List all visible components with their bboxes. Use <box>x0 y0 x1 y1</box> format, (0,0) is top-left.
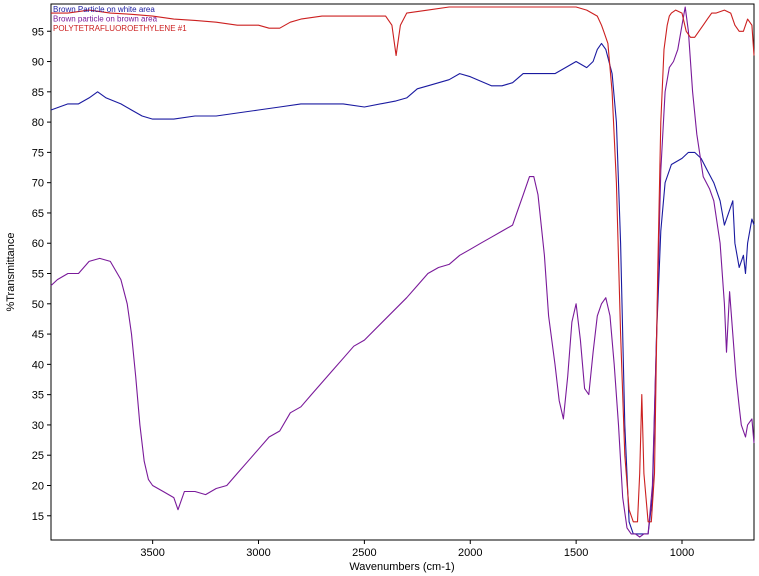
x-axis-ticks: 3500 3000 2500 2000 1500 1000 <box>140 540 694 559</box>
x-tick-label: 3000 <box>246 547 270 559</box>
y-tick-label: 85 <box>32 87 44 99</box>
plot-area <box>50 3 755 541</box>
y-tick-label: 20 <box>32 480 44 492</box>
series-line-1 <box>50 42 755 535</box>
y-tick-label: 25 <box>32 450 44 462</box>
y-tick-label: 75 <box>32 147 44 159</box>
y-axis-title: %Transmittance <box>5 232 17 311</box>
y-tick-label: 95 <box>32 26 44 38</box>
legend-entry-2: Brown particle on brown area <box>53 15 158 24</box>
series-line-2 <box>50 6 755 538</box>
legend-entry-1: Brown Particle on white area <box>53 5 155 14</box>
series-line-3 <box>51 6 755 523</box>
x-tick-label: 2500 <box>352 547 376 559</box>
y-tick-label: 70 <box>32 178 44 190</box>
y-tick-label: 65 <box>32 208 44 220</box>
x-tick-label: 1500 <box>564 547 588 559</box>
y-tick-label: 45 <box>32 329 44 341</box>
y-tick-label: 40 <box>32 359 44 371</box>
y-tick-label: 60 <box>32 238 44 250</box>
y-axis-ticks: 15 20 25 30 35 40 45 50 55 60 65 70 75 80 85 90 95 <box>32 26 51 523</box>
y-tick-label: 15 <box>32 511 44 523</box>
x-axis-title: Wavenumbers (cm-1) <box>349 561 454 573</box>
y-tick-label: 30 <box>32 420 44 432</box>
y-tick-label: 50 <box>32 299 44 311</box>
x-tick-label: 3500 <box>140 547 164 559</box>
spectrum-series <box>50 6 755 538</box>
y-tick-label: 90 <box>32 57 44 69</box>
x-tick-label: 2000 <box>458 547 482 559</box>
y-tick-label: 55 <box>32 269 44 281</box>
x-tick-label: 1000 <box>670 547 694 559</box>
y-tick-label: 35 <box>32 390 44 402</box>
legend-entry-3: POLYTETRAFLUOROETHYLENE #1 <box>53 24 187 33</box>
y-tick-label: 80 <box>32 117 44 129</box>
